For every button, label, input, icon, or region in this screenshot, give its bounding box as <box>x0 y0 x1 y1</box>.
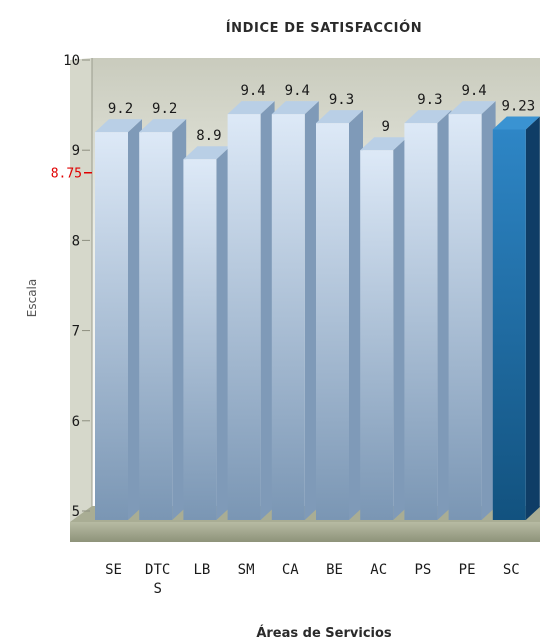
value-label: 9 <box>381 119 389 135</box>
bar-side <box>393 137 408 520</box>
y-tick-label: 7 <box>72 324 80 340</box>
reference-line-label: 8.75 <box>51 167 82 182</box>
category-label: BE <box>326 562 343 578</box>
category-label: SC <box>503 562 520 578</box>
value-label: 8.9 <box>196 128 221 144</box>
bar <box>139 119 187 520</box>
bar-top <box>227 101 275 115</box>
bar-front <box>448 114 482 520</box>
bar-front <box>360 150 394 520</box>
bar-side <box>128 119 142 520</box>
y-tick-label: 6 <box>72 414 80 430</box>
value-label: 9.23 <box>501 98 535 114</box>
bars-group <box>95 101 540 520</box>
bar-side <box>172 119 187 520</box>
bar-top <box>360 137 408 151</box>
bar-top <box>404 110 452 124</box>
bar-front <box>271 114 305 520</box>
category-label: S <box>153 581 161 597</box>
chart-title: ÍNDICE DE SATISFACCIÓN <box>226 20 422 36</box>
value-label: 9.4 <box>461 83 486 99</box>
y-axis-ticks: 5 6 7 8 9 10 <box>63 53 90 520</box>
bar-top <box>316 110 363 124</box>
bar-front <box>492 129 526 520</box>
bar-side <box>349 110 363 520</box>
x-axis-label: Áreas de Servicios <box>256 625 392 641</box>
bar <box>360 137 408 520</box>
category-labels-group: SE DTC S LB SM CA BE AC PS PE SC <box>105 562 520 597</box>
bar-side <box>304 101 319 520</box>
category-label: LB <box>193 562 210 578</box>
y-tick-label: 5 <box>72 504 80 520</box>
category-label: SM <box>238 562 255 578</box>
bar-side <box>437 110 452 520</box>
bar <box>316 110 363 520</box>
bar-top <box>139 119 187 133</box>
bar-front <box>316 123 349 520</box>
reference-line-group: 8.75 <box>51 167 92 182</box>
bar-top <box>492 116 540 130</box>
bar-side <box>481 101 496 520</box>
category-label: PE <box>459 562 476 578</box>
plot-floor-edge <box>70 522 540 542</box>
plot-left-wall <box>70 58 92 523</box>
category-label: PS <box>414 562 431 578</box>
bar-front <box>404 123 438 520</box>
bar-side <box>260 101 275 520</box>
bar <box>404 110 452 520</box>
bar-side <box>216 146 231 520</box>
bar-top <box>271 101 319 115</box>
y-tick-label: 10 <box>63 53 80 69</box>
value-label: 9.4 <box>240 83 265 99</box>
bar <box>492 116 540 520</box>
bar <box>448 101 496 520</box>
bar-front <box>183 159 217 520</box>
bar-front <box>227 114 261 520</box>
value-label: 9.2 <box>108 101 133 117</box>
y-tick-label: 9 <box>72 143 80 159</box>
bar-front <box>95 132 128 520</box>
bar-top <box>183 146 231 160</box>
category-label: DTC <box>145 562 170 578</box>
value-label: 9.4 <box>285 83 310 99</box>
y-tick-label: 8 <box>72 233 80 249</box>
value-label: 9.2 <box>152 101 177 117</box>
bar <box>95 119 142 520</box>
value-label: 9.3 <box>417 92 442 108</box>
category-label: AC <box>370 562 387 578</box>
value-labels-group: 9.2 9.2 8.9 9.4 9.4 9.3 9 9.3 9.4 9.23 <box>108 83 535 144</box>
bar <box>227 101 275 520</box>
y-axis-label: Escala <box>25 279 39 317</box>
bar-top <box>448 101 496 115</box>
bar <box>271 101 319 520</box>
bar-top <box>95 119 142 133</box>
value-label: 9.3 <box>329 92 354 108</box>
category-label: CA <box>282 562 299 578</box>
bar-front <box>139 132 173 520</box>
category-label: SE <box>105 562 122 578</box>
bar-side <box>525 116 540 520</box>
bar <box>183 146 231 520</box>
